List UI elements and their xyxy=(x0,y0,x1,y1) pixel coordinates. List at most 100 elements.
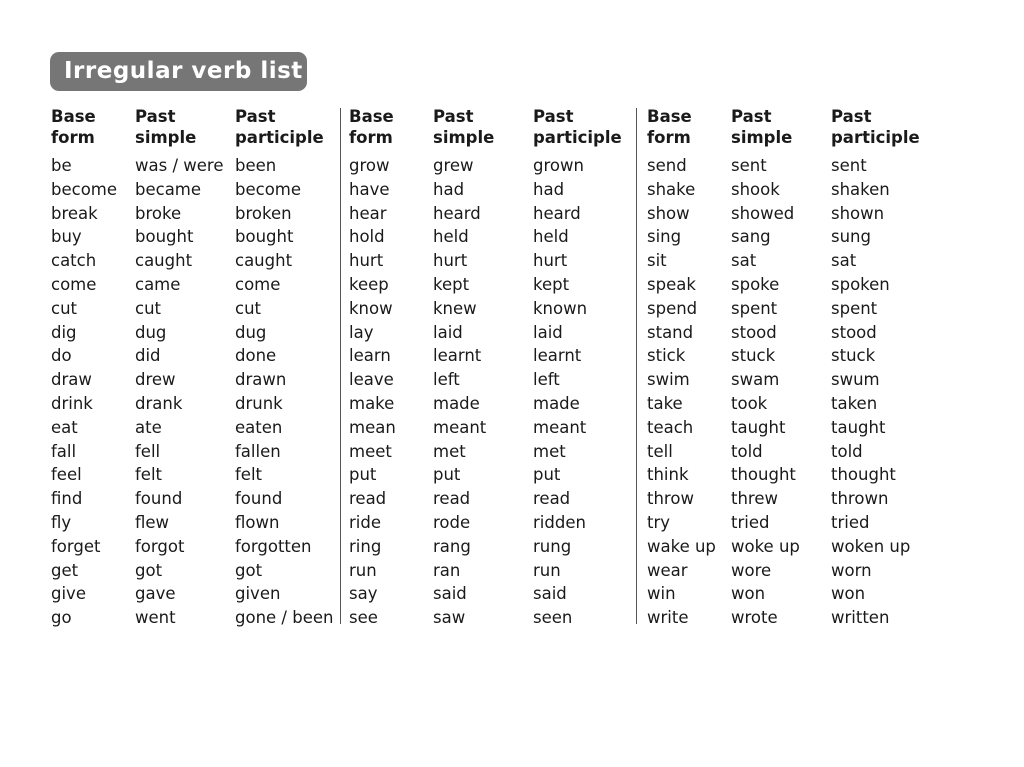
cell-past-simple: said xyxy=(433,584,467,604)
cell-base-form: hurt xyxy=(349,251,384,271)
cell-base-form: wake up xyxy=(647,536,716,556)
cell-base-form: buy xyxy=(51,227,82,247)
header-text: Past xyxy=(235,107,276,126)
cell-past-participle: grown xyxy=(533,156,584,175)
cell-base-form: drink xyxy=(51,394,93,413)
cell-past-simple: wore xyxy=(731,560,772,580)
header-base-form: Base form xyxy=(51,106,96,148)
cell-past-participle: rung xyxy=(533,536,572,556)
cell-past-participle: drawn xyxy=(235,370,287,390)
cell-past-participle: cut xyxy=(235,298,261,318)
header-text: simple xyxy=(731,128,793,147)
cell-past-participle: taught xyxy=(831,417,886,437)
cell-base-form: draw xyxy=(51,370,92,390)
cell-base-form: hold xyxy=(349,227,385,247)
cell-past-simple: rang xyxy=(433,536,471,556)
cell-past-simple: hurt xyxy=(433,251,468,271)
header-text: simple xyxy=(135,128,197,147)
cell-past-simple: gave xyxy=(135,584,176,604)
cell-base-form: know xyxy=(349,298,393,318)
column-divider xyxy=(636,108,637,624)
cell-base-form: run xyxy=(349,560,377,580)
header-text: participle xyxy=(235,128,324,147)
cell-past-participle: won xyxy=(831,584,866,604)
cell-base-form: teach xyxy=(647,417,694,437)
cell-past-participle: caught xyxy=(235,251,293,271)
cell-past-participle: gone / been xyxy=(235,608,334,628)
cell-past-simple: showed xyxy=(731,203,795,223)
cell-past-participle: laid xyxy=(533,322,563,342)
cell-base-form: sing xyxy=(647,227,682,247)
cell-past-participle: fallen xyxy=(235,441,281,461)
cell-past-simple: knew xyxy=(433,298,477,318)
cell-past-participle: swum xyxy=(831,370,880,390)
header-text: form xyxy=(647,128,691,147)
cell-past-participle: learnt xyxy=(533,346,582,366)
cell-base-form: make xyxy=(349,394,395,413)
cell-base-form: win xyxy=(647,584,676,604)
cell-past-participle: told xyxy=(831,441,863,461)
cell-past-participle: known xyxy=(533,298,588,318)
header-text: Past xyxy=(831,107,872,126)
cell-base-form: be xyxy=(51,156,72,175)
cell-past-participle: given xyxy=(235,584,281,604)
cell-past-participle: been xyxy=(235,156,277,175)
cell-past-participle: thrown xyxy=(831,489,889,509)
header-text: form xyxy=(349,128,393,147)
cell-past-participle: felt xyxy=(235,465,263,485)
cell-base-form: get xyxy=(51,560,79,580)
cell-past-simple: thought xyxy=(731,465,796,485)
cell-base-form: meet xyxy=(349,441,392,461)
cell-base-form: read xyxy=(349,489,387,509)
header-text: Base xyxy=(349,107,394,126)
cell-past-simple: stood xyxy=(731,322,777,342)
cell-past-simple: left xyxy=(433,370,460,390)
cell-base-form: feel xyxy=(51,465,82,485)
cell-past-simple: kept xyxy=(433,275,470,294)
cell-base-form: go xyxy=(51,608,72,628)
cell-past-participle: woken up xyxy=(831,536,911,556)
cell-past-simple: meant xyxy=(433,417,487,437)
cell-past-simple: saw xyxy=(433,608,466,628)
cell-past-simple: broke xyxy=(135,203,182,223)
cell-base-form: spend xyxy=(647,298,698,318)
cell-base-form: take xyxy=(647,394,683,413)
cell-past-participle: run xyxy=(533,560,561,580)
cell-base-form: cut xyxy=(51,298,77,318)
cell-past-participle: come xyxy=(235,275,281,294)
cell-past-participle: meant xyxy=(533,417,587,437)
cell-past-simple: ran xyxy=(433,560,461,580)
header-text: Past xyxy=(731,107,772,126)
header-text: simple xyxy=(433,128,495,147)
cell-past-simple: took xyxy=(731,394,768,413)
cell-past-simple: caught xyxy=(135,251,193,271)
cell-past-participle: worn xyxy=(831,560,872,580)
cell-base-form: lay xyxy=(349,322,374,342)
cell-past-simple: forgot xyxy=(135,536,185,556)
header-past-simple: Past simple xyxy=(433,106,494,148)
cell-past-participle: dug xyxy=(235,322,267,342)
cell-past-simple: grew xyxy=(433,156,474,175)
cell-base-form: catch xyxy=(51,251,97,271)
cell-past-simple: met xyxy=(433,441,466,461)
cell-past-participle: made xyxy=(533,394,580,413)
cell-base-form: wear xyxy=(647,560,688,580)
cell-past-simple: made xyxy=(433,394,480,413)
cell-past-simple: held xyxy=(433,227,469,247)
header-past-participle: Past participle xyxy=(533,106,622,148)
cell-past-participle: thought xyxy=(831,465,896,485)
cell-past-simple: sat xyxy=(731,251,757,271)
cell-past-simple: won xyxy=(731,584,766,604)
cell-past-participle: heard xyxy=(533,203,581,223)
cell-base-form: sit xyxy=(647,251,667,271)
cell-past-participle: hurt xyxy=(533,251,568,271)
cell-base-form: fall xyxy=(51,441,77,461)
cell-past-participle: held xyxy=(533,227,569,247)
cell-past-simple: threw xyxy=(731,489,778,509)
cell-past-simple: became xyxy=(135,179,202,199)
cell-past-participle: met xyxy=(533,441,566,461)
cell-base-form: try xyxy=(647,513,671,532)
cell-base-form: show xyxy=(647,203,690,223)
header-past-participle: Past participle xyxy=(831,106,920,148)
cell-base-form: ring xyxy=(349,536,382,556)
